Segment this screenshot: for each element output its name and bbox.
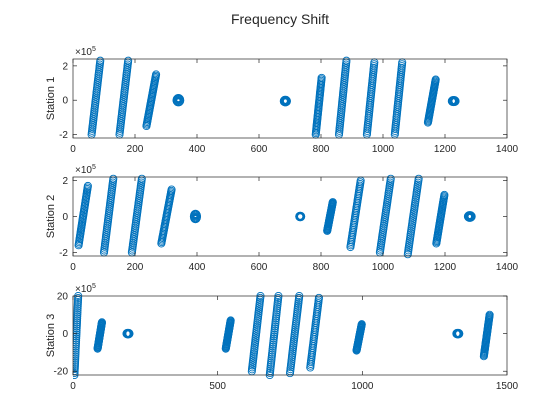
- y-tick-label: -2: [59, 130, 68, 141]
- x-tick-label: 200: [127, 144, 144, 155]
- sweep-marker: [124, 56, 133, 65]
- x-tick-label: 0: [70, 144, 76, 155]
- sweep-marker: [73, 308, 82, 317]
- sweep-marker: [485, 310, 494, 319]
- cluster-marker: [451, 97, 460, 106]
- y-exponent-power: 5: [92, 283, 96, 290]
- sweep-marker: [96, 56, 105, 65]
- sweep-marker: [386, 174, 395, 183]
- y-exponent-power: 5: [92, 164, 96, 171]
- cluster-marker: [455, 329, 464, 339]
- sweep-marker: [342, 56, 351, 65]
- y-axis-label: Station 1: [45, 77, 57, 120]
- x-tick-label: 0: [70, 262, 76, 273]
- y-tick-label: 0: [62, 212, 68, 223]
- x-tick-label: 800: [313, 144, 330, 155]
- cluster-marker: [282, 97, 291, 106]
- station-2-markers: [74, 174, 476, 259]
- sweep-marker: [357, 320, 366, 329]
- x-tick-label: 0: [70, 381, 76, 392]
- y-tick-label: -2: [59, 248, 68, 259]
- cluster-marker: [192, 213, 201, 222]
- x-tick-label: 600: [251, 144, 268, 155]
- x-tick-label: 1000: [351, 381, 374, 392]
- y-exponent-label: ×105: [75, 283, 96, 295]
- figure-title: Frequency Shift: [231, 11, 329, 27]
- x-tick-label: 1000: [372, 144, 395, 155]
- sweep-marker: [73, 358, 80, 367]
- x-tick-label: 600: [251, 262, 268, 273]
- station-1-markers: [87, 56, 460, 139]
- sweep-marker: [137, 174, 146, 183]
- x-tick-label: 400: [189, 262, 206, 273]
- cluster-marker: [192, 214, 201, 223]
- station-3-markers: [73, 292, 494, 379]
- sweep-marker: [440, 190, 449, 199]
- y-tick-label: -20: [54, 367, 69, 378]
- x-tick-label: 1000: [372, 262, 395, 273]
- subplot-panels: 0 200 400 600 800 1000 1200 1400-202×105Station…: [45, 46, 519, 392]
- axes-box: [72, 58, 508, 139]
- cluster-marker: [175, 97, 185, 106]
- x-tick-label: 1200: [434, 144, 457, 155]
- sweep-marker: [314, 293, 323, 302]
- cluster-marker: [175, 98, 184, 107]
- axes-box: [72, 295, 508, 376]
- cluster-marker: [296, 212, 306, 221]
- sweep-marker: [73, 330, 81, 339]
- sweep-marker: [328, 198, 337, 207]
- sweep-marker: [152, 70, 161, 79]
- cluster-marker: [467, 213, 476, 222]
- sweep-marker: [431, 75, 440, 84]
- cluster-marker: [466, 213, 475, 222]
- cluster-marker: [173, 94, 182, 103]
- sweep-marker: [83, 181, 92, 191]
- sweep-marker: [226, 316, 235, 325]
- x-tick-label: 1500: [496, 381, 519, 392]
- sweep-marker: [414, 174, 423, 183]
- x-tick-label: 800: [313, 262, 330, 273]
- y-exponent-label: ×105: [75, 164, 96, 176]
- y-tick-label: 0: [62, 329, 68, 340]
- x-tick-label: 500: [209, 381, 226, 392]
- sweep-marker: [317, 73, 326, 82]
- sweep-marker: [167, 185, 176, 194]
- sweep-marker: [73, 302, 82, 311]
- x-tick-label: 400: [189, 144, 206, 155]
- y-tick-label: 0: [62, 96, 68, 107]
- x-tick-label: 1400: [496, 262, 519, 273]
- y-tick-label: 2: [62, 176, 68, 187]
- y-exponent-power: 5: [92, 46, 96, 53]
- sweep-marker: [73, 326, 81, 335]
- y-axis-label: Station 3: [45, 314, 57, 357]
- y-axis-label: Station 2: [45, 195, 57, 238]
- sweep-marker: [73, 348, 80, 357]
- x-tick-label: 1200: [434, 262, 457, 273]
- x-tick-label: 1400: [496, 144, 519, 155]
- station-2-panel: 0 200 400 600 800 1000 1200 1400-202×105Station…: [45, 164, 519, 273]
- cluster-marker: [125, 329, 134, 339]
- y-tick-label: 2: [62, 61, 68, 72]
- x-tick-label: 200: [127, 262, 144, 273]
- sweep-marker: [97, 318, 106, 327]
- station-1-panel: 0 200 400 600 800 1000 1200 1400-202×105Station…: [45, 46, 519, 155]
- y-exponent-label: ×105: [75, 46, 96, 58]
- sweep-marker: [109, 174, 118, 183]
- y-tick-label: 20: [57, 292, 69, 303]
